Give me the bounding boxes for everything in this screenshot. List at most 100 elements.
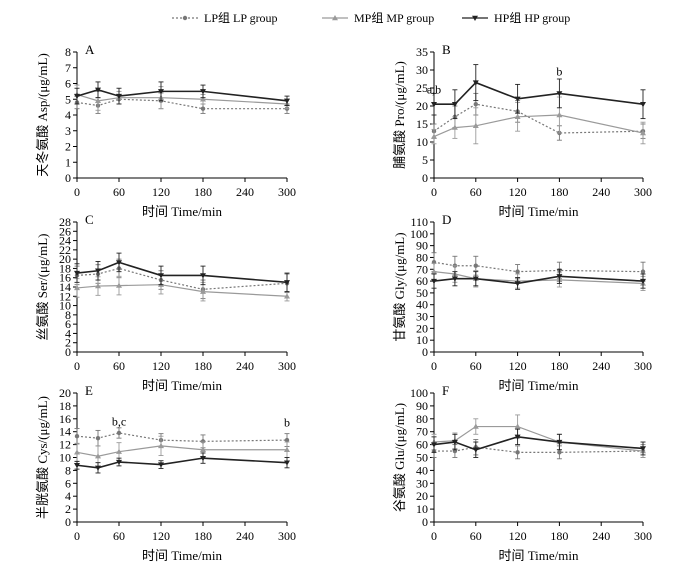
data-point	[74, 93, 80, 100]
series-2	[431, 262, 646, 291]
y-tick-label: 10	[416, 135, 428, 149]
legend-label: LP组 LP group	[204, 11, 278, 25]
data-point	[158, 89, 164, 95]
series-line	[433, 261, 644, 273]
y-tick-label: 10	[416, 502, 428, 516]
y-axis-label: 半胱氨酸 Cys/(μg/mL)	[35, 396, 50, 519]
series-3	[431, 268, 646, 290]
data-point	[473, 102, 478, 107]
x-tick-label: 240	[592, 185, 610, 199]
x-tick-label: 120	[152, 185, 170, 199]
x-tick-label: 0	[74, 185, 80, 199]
y-tick-label: 16	[59, 412, 71, 426]
data-point	[284, 437, 290, 443]
x-axis-label: 时间 Time/min	[498, 378, 579, 393]
y-tick-label: 50	[416, 286, 428, 300]
y-tick-label: 10	[416, 333, 428, 347]
series-2	[74, 435, 290, 467]
y-tick-label: 26	[59, 224, 71, 238]
panel-letter: E	[85, 383, 93, 398]
y-tick-label: 28	[59, 215, 71, 229]
x-tick-label: 240	[236, 529, 254, 543]
x-tick-label: 300	[634, 529, 652, 543]
y-axis-label: 天冬氨酸 Asp/(μg/mL)	[35, 53, 50, 177]
x-tick-label: 60	[470, 529, 482, 543]
series-2	[74, 274, 290, 302]
series-line	[76, 457, 288, 469]
data-point	[200, 446, 206, 452]
series-1	[431, 252, 646, 282]
y-tick-label: 60	[416, 274, 428, 288]
series-line	[433, 103, 644, 134]
y-tick-label: 80	[416, 250, 428, 264]
y-tick-label: 35	[416, 45, 428, 59]
series-line	[76, 445, 287, 457]
data-point	[95, 453, 101, 459]
data-point	[116, 459, 122, 466]
series-3	[431, 428, 646, 458]
legend-label: MP组 MP group	[354, 11, 434, 25]
data-point	[515, 269, 520, 274]
series-1	[74, 427, 290, 449]
y-axis-label: 丝氨酸 Ser/(μg/mL)	[35, 234, 50, 341]
y-tick-label: 22	[59, 243, 71, 257]
series-1	[74, 92, 290, 114]
data-point	[95, 283, 101, 289]
x-tick-label: 180	[550, 359, 568, 373]
y-tick-label: 100	[410, 386, 428, 400]
y-tick-label: 2	[65, 336, 71, 350]
x-tick-label: 0	[74, 359, 80, 373]
y-tick-label: 70	[416, 425, 428, 439]
x-tick-label: 180	[550, 529, 568, 543]
data-point	[472, 276, 479, 282]
y-tick-label: 110	[410, 215, 428, 229]
x-tick-label: 180	[194, 185, 212, 199]
y-axis-label: 脯氨酸 Pro/(μg/mL)	[392, 61, 407, 169]
x-tick-label: 60	[113, 185, 125, 199]
x-axis-label: 时间 Time/min	[142, 204, 223, 219]
y-tick-label: 6	[65, 77, 71, 91]
series-line	[76, 93, 288, 105]
data-point	[431, 268, 437, 274]
x-tick-label: 0	[431, 529, 437, 543]
y-tick-label: 25	[416, 81, 428, 95]
panel-letter: A	[85, 42, 95, 57]
data-point	[514, 281, 521, 287]
series-line	[76, 98, 287, 110]
x-tick-label: 120	[152, 529, 170, 543]
x-tick-label: 300	[278, 359, 296, 373]
y-tick-label: 4	[65, 326, 71, 340]
legend: LP组 LP group MP组 MP group HP组 HP group	[172, 11, 570, 25]
y-tick-label: 8	[65, 45, 71, 59]
data-point	[158, 442, 164, 449]
data-point	[472, 80, 479, 86]
x-tick-label: 240	[236, 359, 254, 373]
data-point	[95, 465, 101, 471]
y-tick-label: 30	[416, 63, 428, 77]
y-tick-label: 20	[416, 99, 428, 113]
data-point	[95, 435, 101, 441]
y-tick-label: 2	[65, 140, 71, 154]
data-point	[640, 102, 646, 108]
x-tick-label: 0	[431, 185, 437, 199]
y-tick-label: 100	[410, 227, 428, 241]
legend-marker	[472, 15, 478, 21]
data-point	[431, 102, 437, 108]
data-point	[200, 106, 206, 111]
y-tick-label: 15	[416, 117, 428, 131]
series-line	[433, 275, 644, 285]
annotation: a,b	[427, 82, 441, 96]
legend-item: LP组 LP group	[172, 11, 278, 25]
data-point	[74, 270, 80, 277]
x-axis-label: 时间 Time/min	[142, 548, 223, 563]
series-line	[76, 432, 288, 442]
data-point	[200, 439, 206, 444]
y-tick-label: 0	[422, 345, 428, 359]
series-3	[74, 252, 290, 293]
x-tick-label: 300	[278, 529, 296, 543]
y-tick-label: 40	[416, 463, 428, 477]
y-tick-label: 20	[59, 386, 71, 400]
data-point	[640, 130, 646, 136]
data-point	[116, 430, 122, 436]
